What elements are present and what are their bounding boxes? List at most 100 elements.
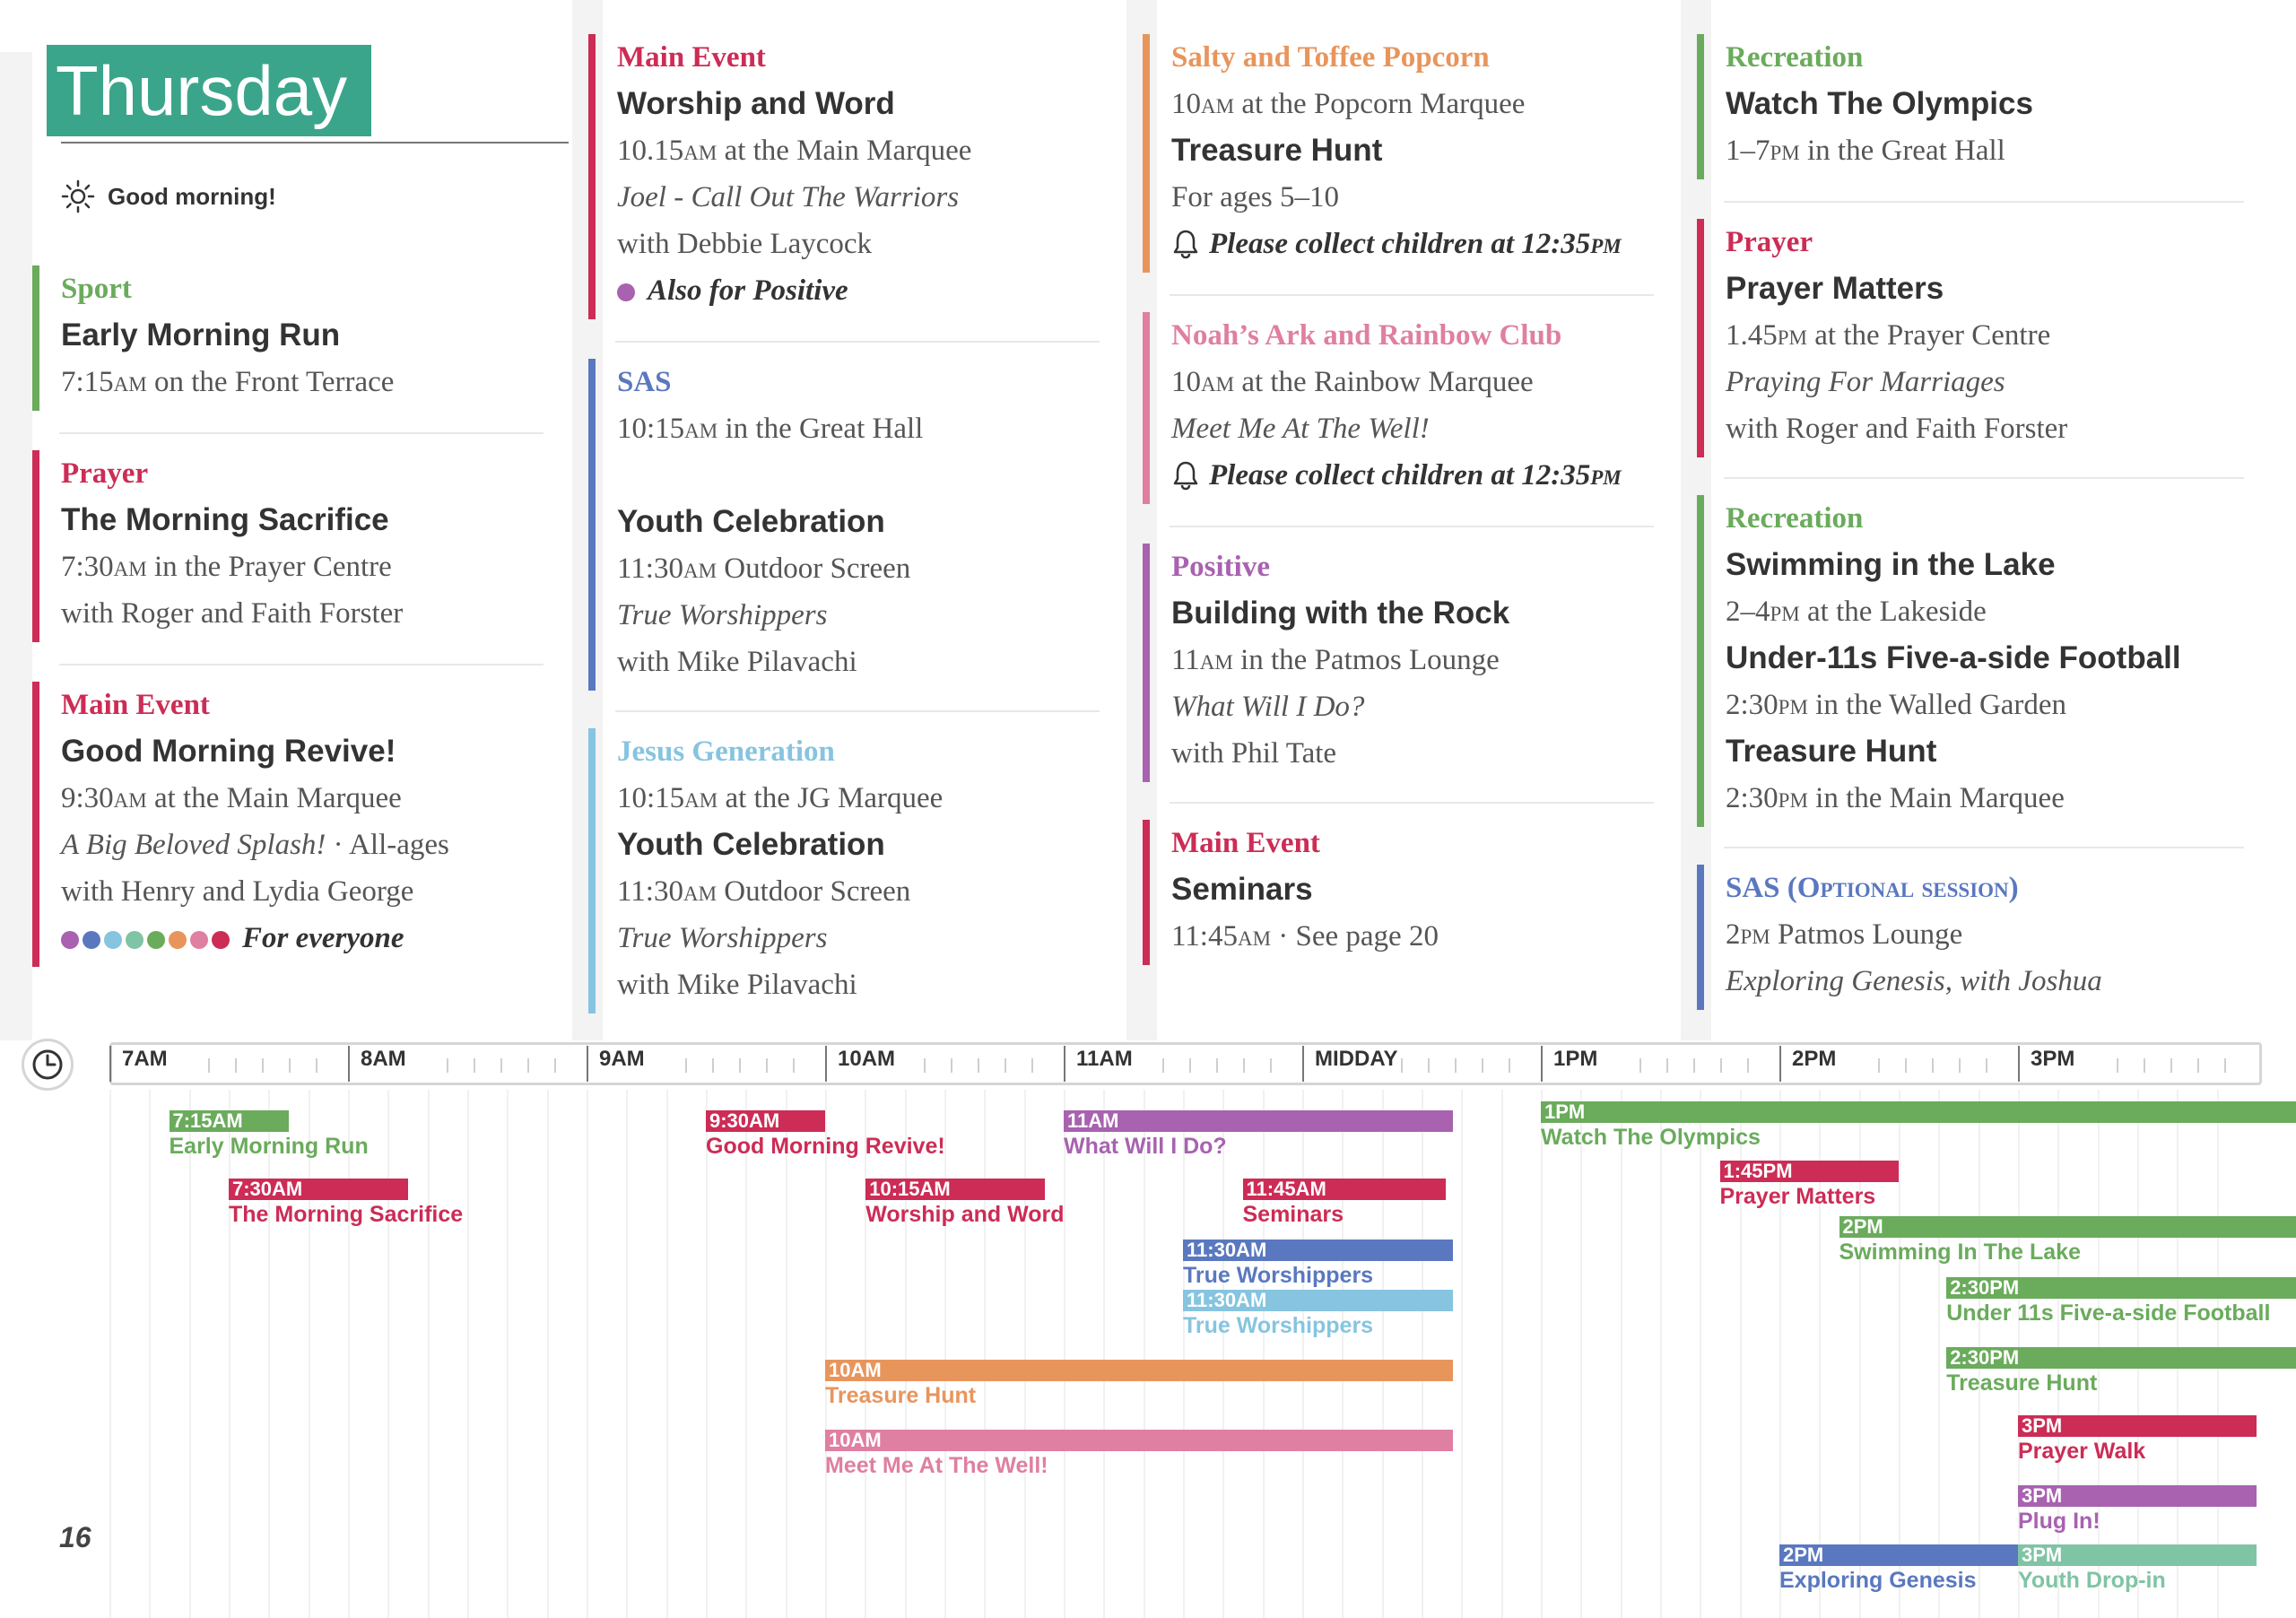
event-category: Positive xyxy=(1171,551,1270,583)
event-details: 10:15am at the JG Marquee xyxy=(617,782,944,814)
grid-line xyxy=(1183,1090,1185,1618)
grid-line xyxy=(268,1090,271,1618)
event-time-bar: 2PM xyxy=(1779,1544,2018,1566)
event-name: Plug In! xyxy=(2018,1509,2100,1534)
minute-tick xyxy=(924,1058,926,1073)
event-details: 1.45pm at the Prayer Centre xyxy=(1726,319,2051,352)
event-title: Building with the Rock xyxy=(1171,596,1510,631)
audience-dot xyxy=(190,931,208,950)
event-title: Good Morning Revive! xyxy=(61,734,396,769)
event-details: 2pm Patmos Lounge xyxy=(1726,918,1963,951)
minute-tick xyxy=(739,1058,741,1073)
grid-line xyxy=(546,1090,549,1618)
hour-label: 1PM xyxy=(1553,1047,1598,1071)
audience-dot xyxy=(104,931,122,950)
event-name: Worship and Word xyxy=(865,1202,1065,1227)
category-bar xyxy=(1143,544,1150,782)
grid-line xyxy=(1541,1090,1543,1618)
event-details: 7:30am in the Prayer Centre xyxy=(61,551,392,583)
category-bar xyxy=(1143,34,1150,273)
event-name: True Worshippers xyxy=(1183,1313,1374,1338)
event-name: Treasure Hunt xyxy=(825,1383,977,1408)
minute-tick xyxy=(712,1058,714,1073)
event-subtitle: Meet Me At The Well! xyxy=(1171,413,1430,445)
timeline-event: 7:15AM Early Morning Run xyxy=(169,1110,369,1161)
event-details: 10:15am in the Great Hall xyxy=(617,413,924,445)
event-card: SAS 10:15am in the Great Hall Youth Celebr… xyxy=(588,359,1126,691)
event-card: Positive Building with the Rock 11am in th… xyxy=(1143,544,1681,782)
grid-line xyxy=(1103,1090,1106,1618)
event-details: 2:30pm in the Walled Garden xyxy=(1726,689,2067,721)
clock-icon xyxy=(22,1039,74,1091)
event-subtitle: Joel - Call Out The Warriors xyxy=(617,181,960,213)
category-bar xyxy=(32,265,39,411)
event-details: 1–7pm in the Great Hall xyxy=(1726,135,2005,167)
greeting: Good morning! xyxy=(61,179,276,213)
grid-line xyxy=(1422,1090,1423,1618)
minute-tick xyxy=(1747,1058,1749,1073)
minute-tick xyxy=(1693,1058,1695,1073)
event-time-bar: 1:45PM xyxy=(1719,1161,1899,1182)
event-time-bar: 3PM xyxy=(2018,1415,2257,1437)
hour-marker xyxy=(348,1046,350,1082)
event-name: Treasure Hunt xyxy=(1946,1370,2098,1396)
event-card: Prayer Prayer Matters 1.45pm at the Prayer… xyxy=(1697,219,2271,457)
grid-line xyxy=(348,1090,350,1618)
event-card: Main Event Worship and Word 10.15am at the… xyxy=(588,34,1126,319)
day-title: Thursday xyxy=(47,45,371,136)
event-details: 2:30pm in the Main Marquee xyxy=(1726,782,2065,814)
minute-tick xyxy=(951,1058,952,1073)
minute-tick xyxy=(2197,1058,2199,1073)
timeline-event: 11:45AM Seminars xyxy=(1242,1179,1446,1229)
grid-line xyxy=(865,1090,867,1618)
timeline-event: 10:15AM Worship and Word xyxy=(865,1179,1065,1229)
grid-line xyxy=(904,1090,907,1618)
minute-tick xyxy=(1720,1058,1722,1073)
card-separator xyxy=(1724,201,2244,203)
grid-line xyxy=(467,1090,469,1618)
event-card: Jesus Generation 10:15am at the JG Marque… xyxy=(588,728,1126,1013)
grid-line xyxy=(1620,1090,1622,1618)
event-time-bar: 7:15AM xyxy=(169,1110,289,1132)
event-name: The Morning Sacrifice xyxy=(229,1202,464,1227)
timeline-ruler xyxy=(109,1042,2262,1085)
collection-note: Please collect children at 12:35pm xyxy=(1171,221,1681,267)
audience-dot xyxy=(169,931,187,950)
hour-marker xyxy=(1064,1046,1065,1082)
minute-tick xyxy=(2170,1058,2172,1073)
column-gutter xyxy=(572,0,603,1040)
minute-tick xyxy=(1905,1058,1907,1073)
timeline-event: 2PM Swimming In The Lake xyxy=(1839,1216,2296,1266)
grid-line xyxy=(825,1090,827,1618)
event-category: Noah’s Ark and Rainbow Club xyxy=(1171,319,1562,352)
category-bar xyxy=(32,450,39,642)
hour-marker xyxy=(2018,1046,2020,1082)
audience-dots xyxy=(617,267,639,314)
hour-label: 2PM xyxy=(1792,1047,1837,1071)
grid-line xyxy=(229,1090,230,1618)
event-details: with Mike Pilavachi xyxy=(617,969,857,1001)
grid-line xyxy=(944,1090,946,1618)
event-subtitle: A Big Beloved Splash! · All-ages xyxy=(61,829,449,861)
timeline-event: 2:30PM Treasure Hunt xyxy=(1946,1347,2296,1397)
event-time-bar: 10:15AM xyxy=(865,1179,1045,1200)
grid-line xyxy=(665,1090,668,1618)
event-name: True Worshippers xyxy=(1183,1263,1374,1288)
minute-tick xyxy=(1004,1058,1006,1073)
grid-line xyxy=(745,1090,748,1618)
event-card: Sport Early Morning Run 7:15am on the Fron… xyxy=(32,265,570,411)
event-name: Good Morning Revive! xyxy=(706,1134,945,1159)
event-title: Seminars xyxy=(1171,872,1313,907)
event-details: 10.15am at the Main Marquee xyxy=(617,135,972,167)
card-separator xyxy=(59,432,544,434)
event-card: Salty and Toffee Popcorn 10am at the Popc… xyxy=(1143,34,1681,273)
event-title: Swimming in the Lake xyxy=(1726,547,2056,582)
card-separator xyxy=(1724,477,2244,479)
event-title: Early Morning Run xyxy=(61,318,341,352)
category-bar xyxy=(1143,312,1150,504)
grid-line xyxy=(785,1090,787,1618)
event-time-bar: 11:45AM xyxy=(1242,1179,1446,1200)
event-title: Treasure Hunt xyxy=(1171,133,1383,168)
event-time-bar: 11:30AM xyxy=(1183,1240,1453,1261)
event-time-bar: 10AM xyxy=(825,1360,1453,1381)
